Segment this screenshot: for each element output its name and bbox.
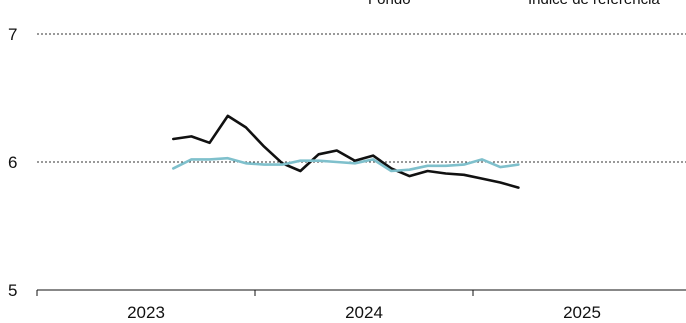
series-line-fondo	[172, 114, 520, 189]
gridlines	[37, 33, 686, 163]
axes: 5 6 7 2023 2024 2025	[8, 25, 686, 322]
series-line-indice-de-referencia	[172, 156, 520, 173]
legend-label-indice-de-referencia: Índice de referencia	[528, 0, 660, 8]
y-tick-label: 6	[8, 153, 17, 172]
x-tick-label: 2023	[127, 303, 165, 322]
legend: Fondo Índice de referencia	[368, 0, 660, 8]
legend-item-fondo: Fondo	[368, 0, 411, 8]
legend-item-indice-de-referencia: Índice de referencia	[528, 0, 660, 8]
x-tick-label: 2025	[563, 303, 601, 322]
y-tick-label: 7	[8, 25, 17, 44]
legend-label-fondo: Fondo	[368, 0, 411, 8]
y-tick-label: 5	[8, 281, 17, 300]
series	[172, 114, 520, 189]
x-tick-label: 2024	[345, 303, 383, 322]
